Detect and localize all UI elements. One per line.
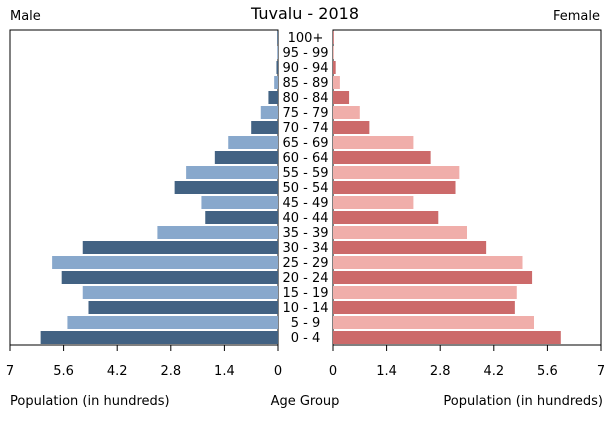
female-tick-label: 5.6 [537,364,558,379]
age-group-label: 10 - 14 [282,301,328,316]
female-bar-60-64 [333,151,431,164]
age-group-label: 60 - 64 [282,151,328,166]
female-tick-label: 4.2 [483,364,504,379]
female-axis-ticks: 7 5.6 4.2 2.8 1.4 0 [329,345,605,379]
female-bar-95-99 [333,46,334,59]
male-bar-60-64 [214,151,278,164]
age-group-label: 90 - 94 [282,61,328,76]
female-tick-label: 2.8 [430,364,451,379]
female-bar-65-69 [333,136,414,149]
age-group-label: 65 - 69 [282,136,328,151]
male-bar-70-74 [251,121,278,134]
male-bar-15-19 [82,286,278,299]
male-label: Male [10,9,41,24]
age-group-label: 85 - 89 [282,76,328,91]
male-bar-100-plus [277,31,278,44]
male-bar-10-14 [88,301,278,314]
age-group-label: 45 - 49 [282,196,328,211]
male-tick-label: 7 [6,364,14,379]
age-group-axis-title: Age Group [271,394,340,409]
female-axis-title: Population (in hundreds) [443,394,603,409]
female-bar-10-14 [333,301,515,314]
age-group-label: 95 - 99 [282,46,328,61]
female-bar-90-94 [333,61,336,74]
female-bar-5-9 [333,316,534,329]
female-bar-50-54 [333,181,456,194]
male-bar-50-54 [174,181,278,194]
age-group-label: 15 - 19 [282,286,328,301]
male-bar-0-4 [40,331,278,344]
female-bar-85-89 [333,76,340,89]
male-tick-label: 4.2 [107,364,128,379]
male-tick-label: 0 [274,364,282,379]
female-tick-label: 1.4 [376,364,397,379]
male-bar-40-44 [205,211,278,224]
female-bar-30-34 [333,241,487,254]
age-group-label: 25 - 29 [282,256,328,271]
male-axis-title: Population (in hundreds) [10,394,170,409]
male-bar-5-9 [67,316,278,329]
female-bar-15-19 [333,286,517,299]
age-group-label: 70 - 74 [282,121,328,136]
female-tick-label: 7 [597,364,605,379]
male-bar-30-34 [82,241,278,254]
male-tick-label: 1.4 [214,364,235,379]
male-bar-45-49 [201,196,278,209]
female-bar-70-74 [333,121,370,134]
age-group-label: 50 - 54 [282,181,328,196]
female-bar-100-plus [333,31,334,44]
male-tick-label: 5.6 [53,364,74,379]
male-bar-75-79 [260,106,278,119]
male-bar-90-94 [276,61,278,74]
female-bar-40-44 [333,211,439,224]
age-group-label: 20 - 24 [282,271,328,286]
male-tick-label: 2.8 [160,364,181,379]
female-tick-label: 0 [329,364,337,379]
age-group-label: 55 - 59 [282,166,328,181]
male-bar-95-99 [277,46,278,59]
age-group-label: 40 - 44 [282,211,328,226]
age-group-label: 35 - 39 [282,226,328,241]
female-bar-20-24 [333,271,533,284]
female-bar-45-49 [333,196,414,209]
female-bars [333,31,561,344]
male-bar-25-29 [52,256,278,269]
male-axis-ticks: 7 5.6 4.2 2.8 1.4 0 [6,345,282,379]
female-bar-0-4 [333,331,561,344]
age-group-label: 0 - 4 [291,331,321,346]
female-label: Female [553,9,600,24]
age-group-label: 100+ [288,31,324,46]
female-bar-25-29 [333,256,523,269]
age-group-label: 5 - 9 [291,316,321,331]
female-bar-75-79 [333,106,360,119]
chart-title: Tuvalu - 2018 [250,4,359,23]
male-bars [40,31,278,344]
age-group-label: 30 - 34 [282,241,328,256]
male-bar-35-39 [157,226,278,239]
male-bar-55-59 [186,166,278,179]
male-bar-85-89 [274,76,278,89]
age-group-label: 75 - 79 [282,106,328,121]
age-group-label: 80 - 84 [282,91,328,106]
male-bar-65-69 [228,136,278,149]
female-bar-35-39 [333,226,467,239]
male-bar-20-24 [61,271,278,284]
male-bar-80-84 [268,91,278,104]
female-bar-80-84 [333,91,350,104]
female-bar-55-59 [333,166,460,179]
